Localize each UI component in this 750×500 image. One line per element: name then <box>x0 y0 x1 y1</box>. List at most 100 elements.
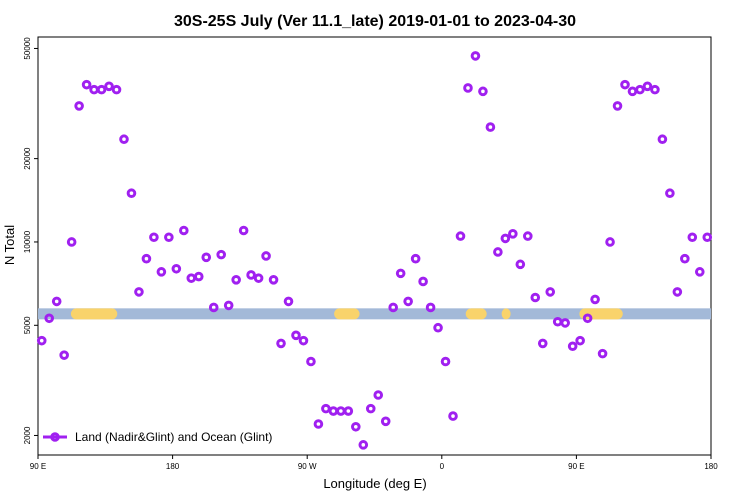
data-point <box>672 287 683 297</box>
data-point <box>149 232 159 243</box>
data-point <box>448 411 458 421</box>
data-point <box>126 188 137 199</box>
data-point <box>515 259 526 270</box>
data-point <box>425 302 436 313</box>
data-point <box>455 231 466 241</box>
data-point <box>59 350 69 360</box>
legend-marker-swatch <box>50 432 60 442</box>
x-tick-label-0: 90 E <box>30 462 46 471</box>
chart-title: 30S-25S July (Ver 11.1_late) 2019-01-01 … <box>174 13 576 30</box>
data-point <box>552 316 563 327</box>
data-point <box>433 322 443 333</box>
data-point <box>582 313 593 324</box>
x-axis-label: Longitude (deg E) <box>323 476 426 491</box>
x-tick-label-4: 90 E <box>568 462 584 471</box>
data-point <box>201 252 212 263</box>
data-point <box>478 86 488 97</box>
data-point <box>156 267 167 277</box>
y-axis-label: N Total <box>2 225 17 265</box>
data-point <box>694 267 705 277</box>
data-point <box>223 300 234 311</box>
data-point <box>291 330 301 341</box>
x-tick-label-1: 180 <box>166 462 180 471</box>
data-point <box>530 292 541 303</box>
data-point <box>238 225 249 236</box>
data-point <box>418 276 428 287</box>
data-point <box>208 302 219 313</box>
data-point <box>395 268 406 279</box>
data-point <box>702 232 713 243</box>
data-point <box>620 79 630 90</box>
data-point <box>567 341 578 352</box>
data-point <box>313 419 324 429</box>
data-point <box>642 81 653 92</box>
data-point <box>410 253 421 264</box>
y-tick-label-4: 50000 <box>23 37 32 60</box>
data-point <box>328 406 339 416</box>
x-axis-ticks: 90 E 180 90 W 0 90 E 180 <box>30 455 718 471</box>
y-tick-label-2: 10000 <box>23 230 32 253</box>
data-point <box>605 237 615 247</box>
data-point <box>373 390 384 400</box>
y-axis-ticks: 2000 5000 10000 20000 50000 <box>23 37 38 444</box>
y-tick-label-3: 20000 <box>23 147 32 170</box>
data-point <box>358 440 369 450</box>
legend-label: Land (Nadir&Glint) and Ocean (Glint) <box>75 430 272 444</box>
data-point <box>36 335 47 346</box>
data-point <box>104 81 114 92</box>
data-point <box>231 274 241 285</box>
data-point <box>650 84 660 95</box>
data-point <box>179 225 189 236</box>
data-point <box>51 296 62 307</box>
y-tick-label-1: 5000 <box>23 316 32 334</box>
data-point <box>388 302 398 313</box>
data-points <box>36 51 713 450</box>
data-point <box>522 231 533 241</box>
data-point <box>365 403 376 414</box>
x-tick-label-2: 90 W <box>298 462 317 471</box>
y-tick-label-0: 2000 <box>23 426 32 444</box>
data-point <box>216 249 227 260</box>
data-point <box>111 84 122 95</box>
data-point <box>680 253 690 264</box>
data-point <box>141 253 152 264</box>
data-point <box>508 229 518 239</box>
data-point <box>545 287 556 297</box>
data-point <box>665 188 675 199</box>
x-tick-label-5: 180 <box>704 462 718 471</box>
data-point <box>261 251 271 261</box>
data-point <box>268 274 279 285</box>
data-point <box>186 273 197 283</box>
plot-frame <box>37 36 712 456</box>
data-point <box>253 273 264 283</box>
data-point <box>463 83 473 93</box>
data-point <box>193 271 204 282</box>
data-point <box>403 296 413 307</box>
surface-band-land-0 <box>70 308 118 320</box>
surface-band-ocean <box>38 308 711 320</box>
data-point <box>343 406 354 416</box>
data-point <box>635 84 645 95</box>
surface-band-land-2 <box>465 308 487 320</box>
data-point <box>560 318 570 328</box>
data-point <box>134 287 144 297</box>
x-tick-label-3: 0 <box>440 462 445 471</box>
data-point <box>380 416 391 427</box>
legend: Land (Nadir&Glint) and Ocean (Glint) <box>43 430 272 444</box>
data-point <box>440 356 451 367</box>
data-point <box>537 338 548 349</box>
data-point <box>493 247 503 257</box>
data-point <box>627 86 638 97</box>
data-point <box>164 232 174 243</box>
data-point <box>66 237 77 247</box>
data-point <box>351 421 361 432</box>
data-point <box>306 356 316 367</box>
data-point <box>590 294 600 305</box>
data-point <box>283 296 294 307</box>
data-point <box>575 335 585 346</box>
data-point <box>612 101 623 111</box>
data-point <box>89 84 99 95</box>
data-point <box>485 122 496 132</box>
data-point <box>336 406 346 416</box>
